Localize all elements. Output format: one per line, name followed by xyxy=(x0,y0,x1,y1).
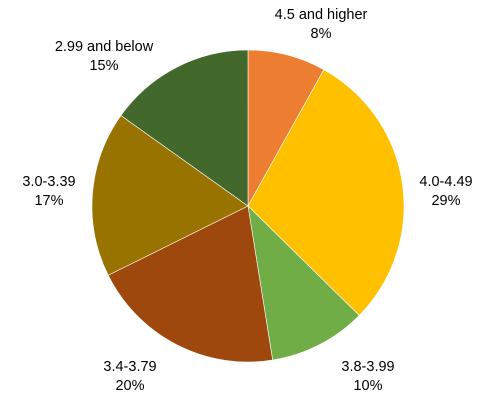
pie-slices xyxy=(91,49,405,363)
slice-category-label: 3.0-3.39 xyxy=(22,174,75,190)
slice-category-label: 4.0-4.49 xyxy=(419,174,472,190)
pie-slice-3-8-3-99 xyxy=(247,205,360,361)
slice-category-label: 3.4-3.79 xyxy=(103,359,156,375)
slice-percent-label: 29% xyxy=(431,193,460,209)
pie-slice-2-99-and-below xyxy=(120,49,249,207)
slice-category-label: 4.5 and higher xyxy=(275,7,368,23)
pie-slice-4-0-4-49 xyxy=(247,69,405,316)
slice-percent-label: 10% xyxy=(353,378,382,394)
slice-percent-label: 17% xyxy=(34,193,63,209)
pie-slice-3-0-3-39 xyxy=(91,115,249,276)
slice-percent-label: 20% xyxy=(115,378,144,394)
pie-slice-3-4-3-79 xyxy=(107,205,273,363)
slice-category-label: 2.99 and below xyxy=(55,39,154,55)
slice-category-label: 3.8-3.99 xyxy=(341,359,394,375)
slice-percent-label: 8% xyxy=(311,26,332,42)
pie-labels: 4.5 and higher 8% 4.0-4.49 29% 3.8-3.99 10% 3.… xyxy=(22,7,472,394)
slice-percent-label: 15% xyxy=(89,58,118,74)
